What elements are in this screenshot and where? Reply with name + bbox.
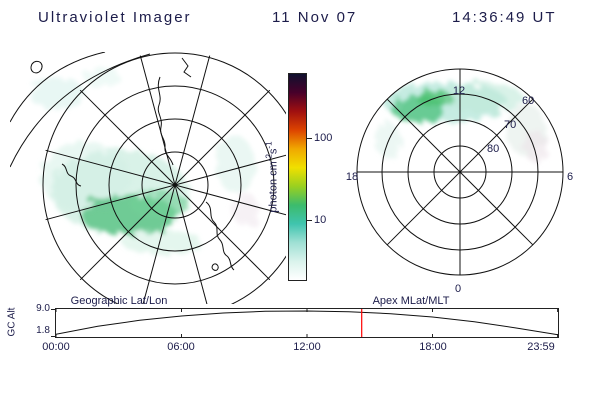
status-mode: Mode: Normal (247, 396, 322, 400)
time-axis-label-0: 00:00 (42, 341, 70, 353)
status-gc-alt: GC Alt: 8.7 Re (362, 396, 439, 400)
mlt-12-label: 12 (453, 85, 465, 97)
colorbar (288, 73, 307, 281)
colorbar-label-sup2: -1 (264, 141, 274, 149)
colorbar-tick-100 (307, 138, 312, 139)
altitude-ymin-label: 1.8 (36, 325, 50, 336)
colorbar-label-mid: s (267, 148, 280, 155)
x-ticks (56, 309, 558, 337)
mlt-6-label: 6 (567, 171, 573, 183)
altitude-ymax-label: 9.0 (36, 303, 50, 314)
status-col-mode: Mode: Normal Dsp: 1.2 (247, 356, 322, 400)
time-axis-label-3: 18:00 (419, 341, 447, 353)
status-col-gcalt: GC Alt: 8.7 Re Seq: 39 (362, 356, 439, 400)
geographic-plot (10, 52, 286, 304)
geo-emission (29, 67, 259, 254)
left-plot-caption: Geographic Lat/Lon (70, 295, 168, 307)
altitude-ymin-tick (51, 336, 55, 337)
mlt-0-label: 0 (455, 283, 461, 295)
altitude-panel (55, 308, 559, 338)
colorbar-label-base: photon cm (267, 161, 280, 213)
colorbar-label-sup1: -2 (264, 154, 274, 162)
geo-coastlines (30, 57, 235, 271)
mlat-70-label: 70 (504, 119, 516, 131)
mlat-60-label: 60 (522, 95, 534, 107)
header-time: 14:36:49 UT (452, 9, 557, 26)
mlat-80-label: 80 (487, 143, 499, 155)
colorbar-tick-label-100: 100 (314, 132, 333, 144)
colorbar-tick-10 (307, 220, 312, 221)
mlt-18-label: 18 (346, 171, 358, 183)
altitude-ylabel: GC Alt (6, 307, 18, 337)
time-axis-label-2: 12:00 (293, 341, 321, 353)
altitude-ymax-tick (51, 309, 55, 310)
time-axis-label-1: 06:00 (167, 341, 195, 353)
apex-grid (356, 68, 564, 276)
right-plot-caption: Apex MLat/MLT (372, 295, 450, 307)
geo-grid (10, 52, 286, 304)
colorbar-axis-label: photon cm-2s-1 (265, 141, 280, 212)
status-col-flt: Flt: LBHL IP: 36.0 (14, 356, 64, 400)
apex-labels: 12 18 6 0 60 70 80 (346, 85, 573, 295)
time-axis-label-4: 23:59 (527, 341, 555, 353)
header-date: 11 Nov 07 (272, 9, 358, 26)
status-flt: Flt: LBHL (14, 396, 64, 400)
status-glat: GLat: -77.7 (487, 396, 547, 400)
status-col-glat: GLat: -77.7 GLon: 93.0 (487, 356, 547, 400)
apex-emission (375, 82, 548, 163)
app-title: Ultraviolet Imager (38, 9, 192, 26)
altitude-curve-svg (56, 309, 558, 337)
status-col-door: Door: Open Gain: 14 (138, 356, 200, 400)
colorbar-tick-label-10: 10 (314, 214, 327, 226)
status-door: Door: Open (138, 396, 200, 400)
apex-plot: 12 18 6 0 60 70 80 (346, 68, 573, 295)
altitude-curve (56, 310, 558, 336)
